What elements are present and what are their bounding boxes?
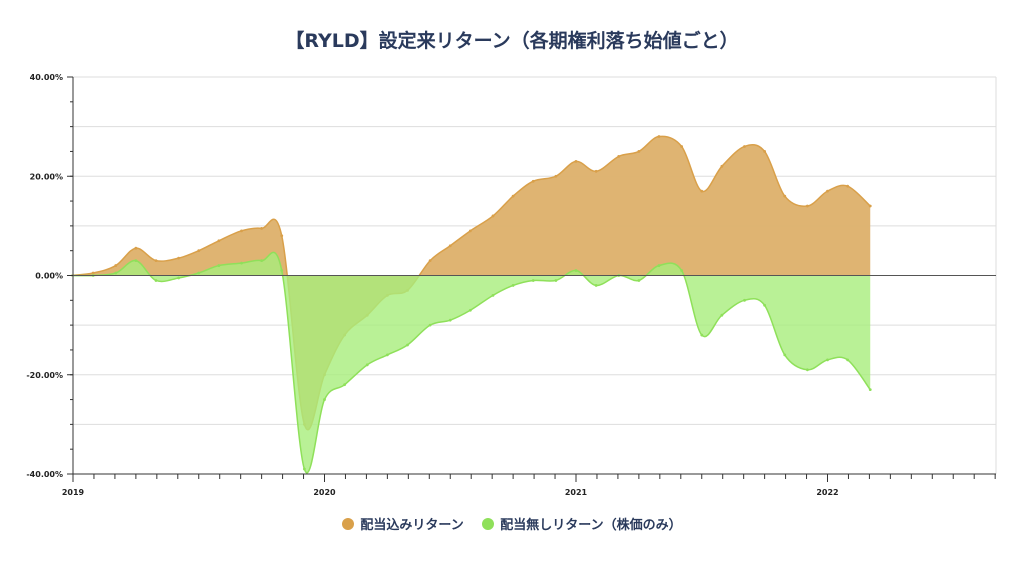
x-tick-label: 2019 <box>62 488 85 497</box>
series-point-1 <box>114 271 118 275</box>
series-point-1 <box>680 269 684 272</box>
series-point-0 <box>154 259 158 263</box>
x-tick-label: 2020 <box>313 488 336 497</box>
series-point-1 <box>554 279 558 282</box>
series-point-1 <box>720 313 724 317</box>
series-area-1 <box>71 252 871 473</box>
series-line-1 <box>71 251 871 474</box>
series-point-0 <box>720 164 724 168</box>
legend-item-price-only[interactable]: 配当無しリターン（株価のみ） <box>482 514 682 533</box>
series-point-1 <box>365 363 369 367</box>
series-point-0 <box>240 229 243 233</box>
series-point-1 <box>657 264 661 267</box>
series-point-1 <box>700 333 704 337</box>
x-tick-label: 2022 <box>816 488 838 497</box>
series-point-1 <box>743 298 746 302</box>
series-point-0 <box>805 204 809 208</box>
series-point-1 <box>134 259 138 263</box>
series-point-1 <box>154 279 158 282</box>
legend-label-price-only: 配当無しリターン（株価のみ） <box>500 518 682 533</box>
series-point-1 <box>406 343 409 347</box>
series-point-0 <box>826 189 829 193</box>
series-point-0 <box>763 150 767 153</box>
series-point-0 <box>91 271 95 275</box>
series-area-0 <box>71 136 871 430</box>
series-point-0 <box>197 249 201 253</box>
series-point-0 <box>868 204 872 208</box>
series-point-0 <box>217 239 221 243</box>
series-point-1 <box>511 284 515 287</box>
series-point-1 <box>260 259 264 263</box>
series-point-0 <box>491 214 495 218</box>
series-point-1 <box>637 279 641 282</box>
series-point-0 <box>134 246 138 250</box>
series-point-1 <box>240 261 243 265</box>
x-tick-label: 2021 <box>565 488 588 497</box>
series-point-1 <box>302 467 306 471</box>
y-tick-label: 0.00% <box>35 272 63 281</box>
series-point-0 <box>617 155 621 158</box>
series-point-1 <box>197 271 201 275</box>
series-point-0 <box>574 159 578 163</box>
series-point-0 <box>783 194 787 198</box>
series-point-0 <box>657 135 661 138</box>
series-point-0 <box>531 179 535 183</box>
series-point-0 <box>637 150 641 153</box>
series-point-1 <box>826 358 829 362</box>
legend: 配当込みリターン 配当無しリターン（株価のみ） <box>0 514 1024 534</box>
series-point-0 <box>428 259 432 263</box>
series-point-0 <box>700 189 704 193</box>
series-point-1 <box>385 353 389 357</box>
y-tick-label: 40.00% <box>30 73 63 82</box>
series-point-0 <box>177 256 181 260</box>
series-point-1 <box>468 308 472 312</box>
series-line-0 <box>71 135 871 431</box>
series-point-0 <box>260 226 264 230</box>
series-point-1 <box>531 279 535 282</box>
series-point-0 <box>743 145 746 148</box>
legend-dot-price-only <box>482 517 495 530</box>
series-point-1 <box>868 388 872 392</box>
y-tick-label: -40.00% <box>26 470 63 479</box>
series-point-1 <box>177 276 181 280</box>
series-point-0 <box>511 194 515 198</box>
series-point-1 <box>323 398 326 401</box>
series-point-0 <box>448 244 452 248</box>
legend-dot-dividend <box>342 517 355 530</box>
y-tick-label: 20.00% <box>30 172 63 181</box>
series-point-1 <box>428 323 432 327</box>
series-point-0 <box>846 184 850 188</box>
legend-item-dividend[interactable]: 配当込みリターン <box>342 514 464 533</box>
series-point-1 <box>846 358 850 362</box>
series-point-1 <box>448 318 452 322</box>
series-point-1 <box>574 269 578 272</box>
series-point-1 <box>805 368 809 372</box>
series-point-0 <box>280 234 284 238</box>
series-point-1 <box>763 303 767 307</box>
series-point-1 <box>280 269 284 272</box>
series-point-0 <box>468 229 472 233</box>
series-point-1 <box>217 264 221 267</box>
series-point-0 <box>114 264 118 267</box>
series-point-1 <box>491 293 495 297</box>
series-point-0 <box>680 145 684 148</box>
series-point-1 <box>783 353 787 357</box>
series-point-0 <box>594 169 598 173</box>
chart-title: 【RYLD】設定来リターン（各期権利落ち始値ごと） <box>285 30 739 52</box>
y-tick-label: -20.00% <box>26 371 63 380</box>
legend-label-dividend: 配当込みリターン <box>360 518 464 533</box>
series-point-1 <box>594 284 598 287</box>
series-point-0 <box>554 174 558 178</box>
series-point-1 <box>343 383 347 387</box>
